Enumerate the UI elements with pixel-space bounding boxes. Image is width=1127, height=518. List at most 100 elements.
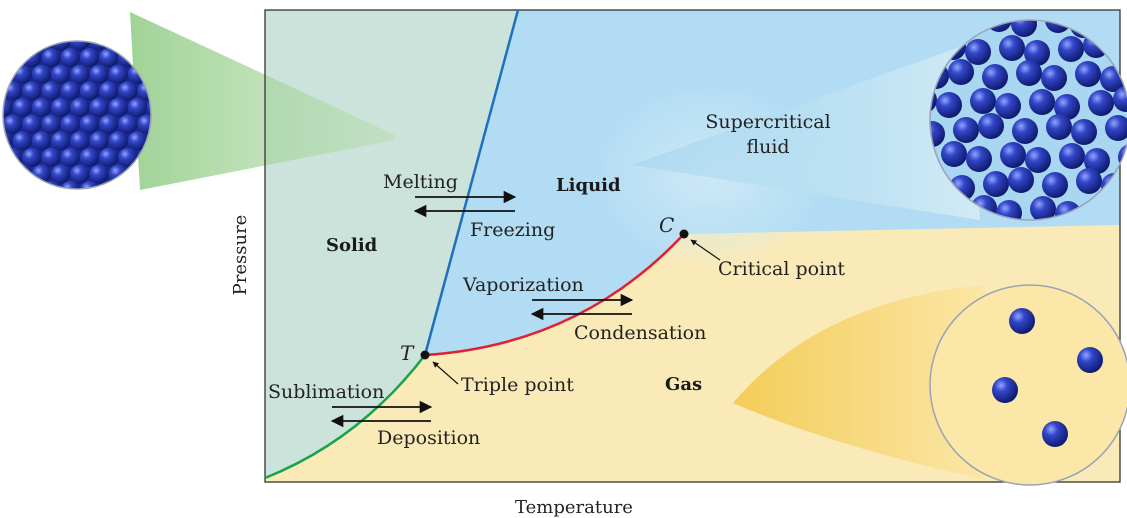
solid-label: Solid — [326, 235, 378, 256]
sublimation-curve — [264, 354, 426, 480]
supercritical-molecule — [1113, 86, 1127, 112]
gas-beam — [733, 285, 985, 480]
solid-molecule — [60, 147, 80, 167]
solid-molecule — [118, 81, 138, 101]
solid-molecule — [3, 114, 23, 134]
gas-molecule — [1009, 308, 1035, 334]
solid-molecule — [41, 81, 61, 101]
solid-molecule — [70, 131, 90, 151]
supercritical-molecule — [1053, 0, 1079, 4]
solid-molecule — [99, 147, 119, 167]
solid-molecule — [70, 97, 90, 118]
solid-molecule — [60, 81, 80, 101]
supercritical-molecule — [983, 171, 1009, 197]
supercritical-molecule — [999, 35, 1025, 61]
gas-molecule — [1077, 347, 1103, 373]
freezing-label: Freezing — [470, 219, 555, 241]
x-axis-label: Temperature — [515, 497, 633, 518]
solid-molecule — [108, 97, 128, 118]
solid-molecule — [12, 97, 32, 118]
solid-molecule — [3, 41, 13, 51]
y-axis-label: Pressure — [230, 215, 251, 296]
solid-molecule — [176, 181, 195, 200]
solid-molecule — [22, 114, 42, 134]
solid-molecule — [108, 41, 128, 51]
supercritical-beam — [632, 45, 980, 220]
solid-molecule — [79, 147, 99, 167]
solid-molecule — [89, 64, 109, 84]
gas-molecule — [992, 377, 1018, 403]
solid-molecule — [0, 48, 3, 67]
solid-molecule — [80, 15, 99, 34]
solid-molecule — [127, 97, 147, 118]
solid-molecule — [118, 147, 138, 167]
solid-molecule — [22, 181, 42, 189]
supercritical-molecule — [1088, 90, 1114, 116]
solid-molecule — [31, 64, 51, 84]
supercritical-molecule — [1075, 61, 1101, 87]
solid-molecule — [41, 114, 61, 134]
supercritical-molecule — [1000, 142, 1026, 168]
supercritical-molecule — [1087, 0, 1113, 9]
supercritical-molecule — [1016, 60, 1042, 86]
supercritical-molecule — [1046, 114, 1072, 140]
solid-molecule — [51, 164, 71, 184]
solid-molecule — [99, 181, 119, 189]
deposition-label: Deposition — [377, 427, 480, 449]
supercritical-molecule — [1008, 167, 1034, 193]
solid-molecule — [70, 41, 90, 51]
supercritical-molecule — [1042, 172, 1068, 198]
solid-molecule — [0, 15, 3, 34]
supercritical-molecule — [936, 92, 962, 118]
solid-molecule — [12, 131, 32, 151]
vaporization-curve — [424, 233, 685, 357]
solid-molecule — [70, 64, 90, 84]
supercritical-molecule — [966, 146, 992, 172]
supercritical-molecule — [1058, 36, 1084, 62]
solid-molecule — [99, 48, 119, 68]
sublimation-label: Sublimation — [268, 381, 384, 403]
plot-frame — [264, 9, 1121, 483]
supercritical-molecule — [1121, 0, 1127, 5]
solid-molecule — [108, 131, 128, 151]
critical-point-pointer — [690, 239, 721, 261]
supercritical-molecule — [970, 88, 996, 114]
supercritical-molecule — [1041, 65, 1067, 91]
solid-molecule — [22, 147, 42, 167]
solid-molecule — [89, 97, 109, 118]
solid-beam — [130, 12, 395, 190]
solid-molecule — [99, 15, 118, 34]
solid-molecule — [79, 181, 100, 189]
solid-molecule — [51, 41, 71, 51]
triple-point-pointer — [432, 361, 459, 385]
supercritical-molecule — [982, 64, 1008, 90]
solid-molecule — [41, 147, 61, 167]
solid-molecule — [31, 97, 51, 118]
solid-molecule — [51, 97, 71, 118]
supercritical-molecule — [1071, 119, 1097, 145]
liquid-label: Liquid — [556, 175, 621, 196]
supercritical-molecule — [1028, 0, 1054, 8]
solid-molecule — [99, 81, 119, 101]
supercritical-molecule — [1076, 168, 1102, 194]
solid-molecule — [3, 97, 13, 118]
supercritical-molecule — [941, 141, 967, 167]
supercritical-label-line1: Supercritical — [705, 111, 830, 133]
supercritical-molecule — [948, 59, 974, 85]
solid-molecule — [127, 131, 147, 151]
critical-point-letter: C — [659, 213, 674, 237]
solid-molecule — [70, 164, 90, 184]
supercritical-label-line2: fluid — [746, 136, 789, 158]
supercritical-molecule — [1025, 147, 1051, 173]
solid-molecule — [41, 48, 61, 68]
solid-molecule — [137, 114, 151, 134]
solid-molecule — [0, 148, 3, 167]
supercritical-molecule — [1059, 143, 1085, 169]
solid-molecule — [31, 41, 52, 51]
solid-molecule — [118, 114, 138, 134]
solid-molecule — [176, 15, 195, 34]
critical-point-label: Critical point — [718, 258, 845, 280]
supercritical-molecule — [1011, 20, 1037, 37]
supercritical-molecule — [1054, 94, 1080, 120]
solid-molecule — [3, 15, 22, 34]
